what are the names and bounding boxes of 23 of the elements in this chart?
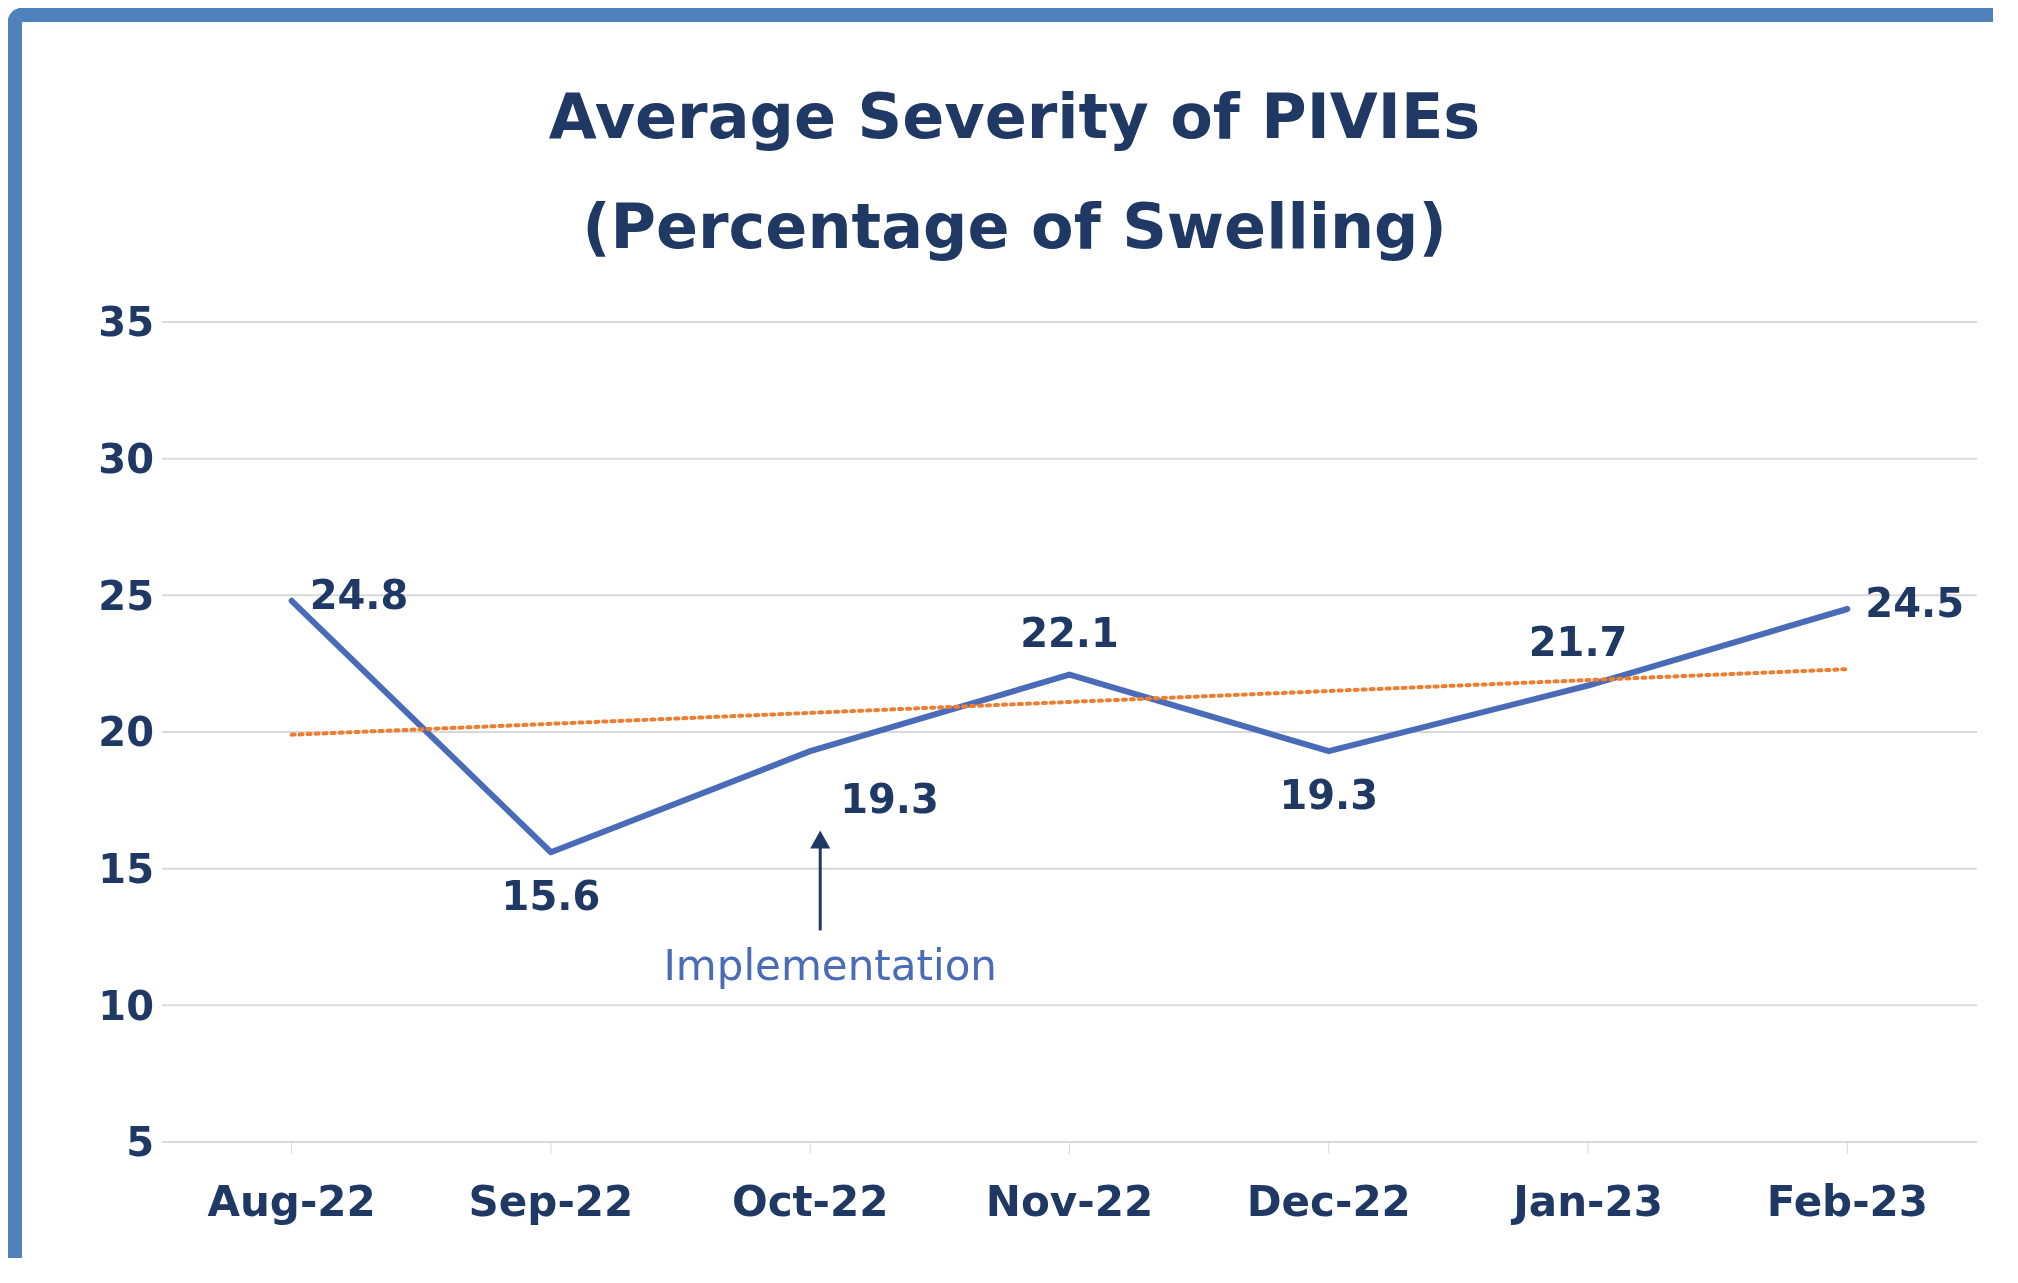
x-tick-label: Dec-22 (1246, 1176, 1411, 1226)
y-tick-label: 35 (98, 299, 154, 346)
data-label: 24.8 (309, 571, 409, 618)
x-tick-label: Oct-22 (731, 1176, 889, 1226)
annotation: Implementation (663, 941, 997, 991)
data-label: 21.7 (1528, 618, 1628, 665)
y-tick-label: 25 (98, 572, 154, 619)
y-tick-label: 15 (98, 845, 154, 892)
y-tick-label: 20 (98, 709, 154, 756)
y-tick-label: 5 (126, 1119, 154, 1166)
data-label: 19.3 (1279, 772, 1379, 819)
x-tick-label: Sep-22 (468, 1176, 634, 1226)
x-tick-label: Jan-23 (1510, 1176, 1663, 1226)
x-tick-label: Nov-22 (985, 1176, 1154, 1226)
x-tick-label: Aug-22 (207, 1176, 376, 1226)
data-label: 24.5 (1865, 580, 1965, 626)
data-label: 22.1 (1020, 609, 1119, 656)
y-tick-label: 30 (98, 435, 154, 482)
y-tick-label: 10 (98, 982, 154, 1029)
data-label: 15.6 (501, 873, 601, 920)
x-tick-label: Feb-23 (1766, 1176, 1929, 1226)
data-label: 19.3 (840, 776, 939, 823)
chart-title: Average Severity of PIVIEs (Percentage of Swelling) (547, 79, 1482, 265)
